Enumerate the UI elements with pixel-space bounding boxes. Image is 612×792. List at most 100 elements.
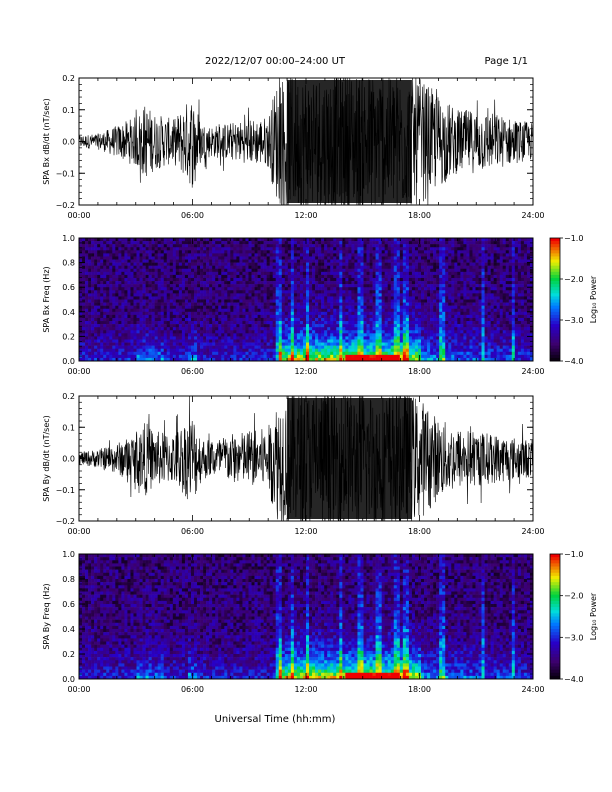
heatmap-cell <box>272 277 277 282</box>
heatmap-cell <box>302 345 307 350</box>
heatmap-cell <box>275 324 280 328</box>
heatmap-cell <box>436 253 440 257</box>
heatmap-cell <box>287 321 292 325</box>
heatmap-cell <box>442 336 446 340</box>
heatmap-cell <box>200 342 204 346</box>
heatmap-cell <box>381 321 385 325</box>
heatmap-cell <box>133 290 137 294</box>
heatmap-cell <box>133 317 137 322</box>
heatmap-cell <box>351 308 355 313</box>
heatmap-cell <box>97 339 101 343</box>
heatmap-cell <box>354 333 358 337</box>
heatmap-cell <box>278 262 283 266</box>
heatmap-cell <box>263 336 267 340</box>
heatmap-cell <box>260 348 264 353</box>
heatmap-cell <box>127 305 131 310</box>
heatmap-cell <box>427 287 431 291</box>
heatmap-cell <box>278 284 283 288</box>
heatmap-cell <box>254 321 258 325</box>
heatmap-cell <box>136 262 140 266</box>
heatmap-cell <box>399 259 404 263</box>
heatmap-cell <box>378 302 382 306</box>
heatmap-cell <box>242 259 246 263</box>
heatmap-cell <box>408 348 413 353</box>
heatmap-cell <box>375 351 379 356</box>
heatmap-cell <box>360 293 364 297</box>
heatmap-cell <box>187 305 192 310</box>
heatmap-cell <box>142 317 146 322</box>
heatmap-cell <box>360 287 364 291</box>
heatmap-cell <box>197 357 201 362</box>
heatmap-cell <box>312 293 316 297</box>
heatmap-cell <box>408 293 413 297</box>
heatmap-cell <box>103 317 107 322</box>
heatmap-cell <box>221 256 225 260</box>
heatmap-cell <box>442 250 446 254</box>
heatmap-cell <box>154 299 158 303</box>
heatmap-cell <box>348 259 352 263</box>
heatmap-cell <box>88 256 92 260</box>
heatmap-cell <box>139 348 143 353</box>
heatmap-cell <box>133 336 137 340</box>
heatmap-cell <box>272 296 277 300</box>
heatmap-cell <box>263 271 267 276</box>
heatmap-cell <box>445 238 449 242</box>
heatmap-cell <box>408 342 413 346</box>
heatmap-cell <box>281 247 286 251</box>
heatmap-cell <box>257 253 261 257</box>
heatmap-cell <box>390 342 395 346</box>
heatmap-cell <box>330 357 334 362</box>
heatmap-cell <box>318 293 322 297</box>
heatmap-cell <box>145 345 149 350</box>
heatmap-cell <box>263 238 267 242</box>
heatmap-cell <box>106 351 110 356</box>
heatmap-cell <box>354 256 358 260</box>
heatmap-cell <box>315 290 319 294</box>
heatmap-cell <box>133 314 137 319</box>
heatmap-cell <box>127 345 131 350</box>
heatmap-cell <box>227 336 231 340</box>
heatmap-cell <box>263 327 267 331</box>
heatmap-cell <box>215 268 219 273</box>
heatmap-cell <box>151 268 155 273</box>
heatmap-cell <box>251 354 255 359</box>
heatmap-cell <box>384 311 389 316</box>
heatmap-cell <box>79 250 83 254</box>
heatmap-cell <box>194 321 198 325</box>
heatmap-cell <box>260 302 264 306</box>
heatmap-cell <box>227 238 231 242</box>
heatmap-cell <box>433 241 437 245</box>
heatmap-cell <box>91 281 95 285</box>
heatmap-cell <box>242 317 246 322</box>
heatmap-cell <box>197 345 201 350</box>
heatmap-cell <box>133 305 137 310</box>
heatmap-cell <box>411 256 416 260</box>
heatmap-cell <box>351 357 355 362</box>
heatmap-cell <box>327 274 331 279</box>
heatmap-cell <box>399 321 404 325</box>
heatmap-cell <box>88 274 92 279</box>
heatmap-cell <box>299 284 304 288</box>
heatmap-cell <box>414 265 419 270</box>
heatmap-cell <box>236 351 240 356</box>
heatmap-cell <box>236 345 240 350</box>
heatmap-cell <box>393 327 398 331</box>
heatmap-cell <box>417 281 422 285</box>
heatmap-cell <box>411 284 416 288</box>
heatmap-cell <box>82 321 86 325</box>
heatmap-cell <box>169 339 174 343</box>
heatmap-cell <box>151 293 155 297</box>
heatmap-cell <box>133 247 137 251</box>
heatmap-cell <box>309 324 313 328</box>
heatmap-cell <box>154 296 158 300</box>
heatmap-cell <box>197 262 201 266</box>
heatmap-cell <box>212 336 216 340</box>
x-tick-label: 18:00 <box>408 211 431 220</box>
heatmap-cell <box>439 241 443 245</box>
heatmap-cell <box>100 287 104 291</box>
heatmap-cell <box>333 314 337 319</box>
heatmap-cell <box>203 354 207 359</box>
heatmap-cell <box>178 305 183 310</box>
heatmap-cell <box>206 238 210 242</box>
heatmap-cell <box>360 327 364 331</box>
